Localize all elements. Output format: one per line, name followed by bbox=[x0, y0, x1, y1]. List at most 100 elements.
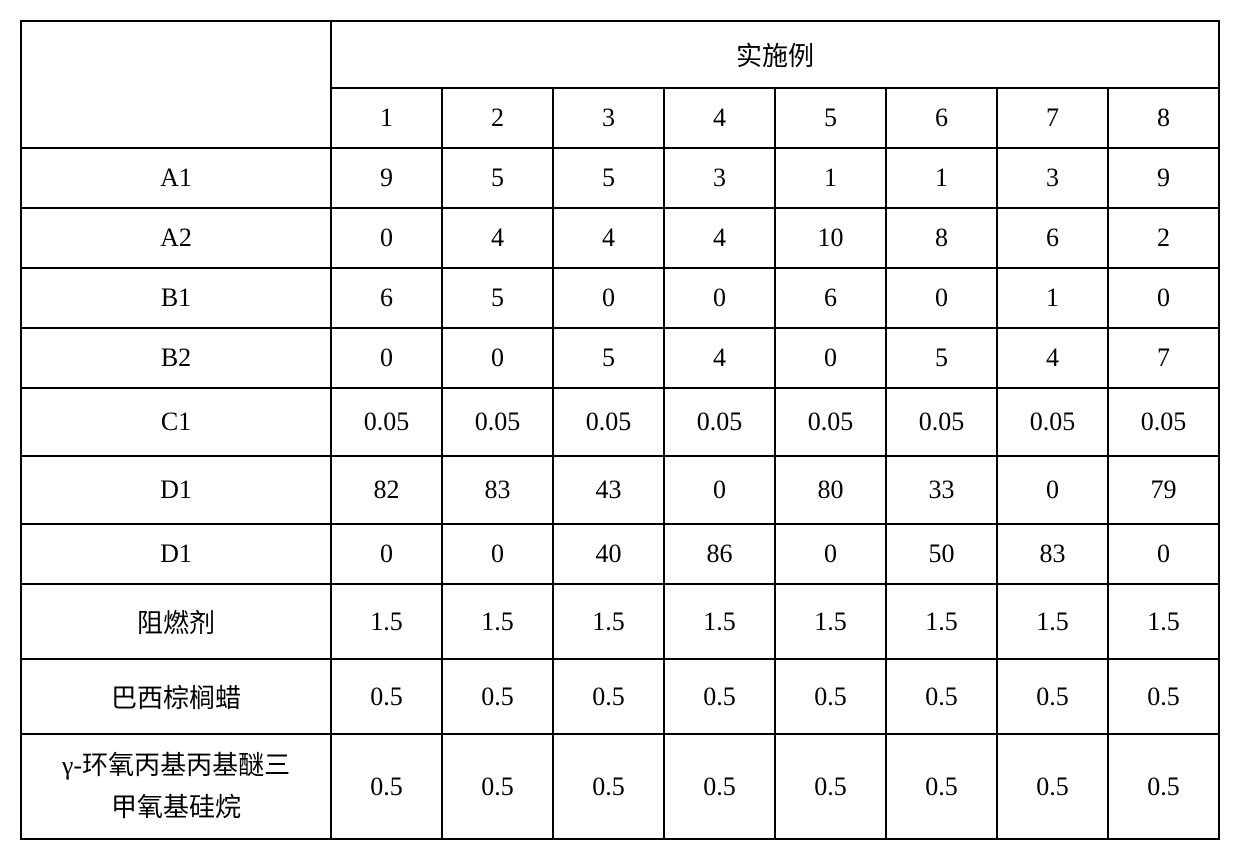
data-cell: 9 bbox=[331, 148, 442, 208]
row-label-cell: γ-环氧丙基丙基醚三甲氧基硅烷 bbox=[21, 734, 331, 839]
data-cell: 0.5 bbox=[553, 659, 664, 734]
data-cell: 0 bbox=[331, 328, 442, 388]
data-cell: 8 bbox=[886, 208, 997, 268]
col-num-3: 3 bbox=[553, 88, 664, 148]
data-cell: 6 bbox=[775, 268, 886, 328]
data-cell: 0.5 bbox=[553, 734, 664, 839]
col-num-7: 7 bbox=[997, 88, 1108, 148]
data-cell: 83 bbox=[442, 456, 553, 524]
data-cell: 1.5 bbox=[553, 584, 664, 659]
data-cell: 0.5 bbox=[997, 659, 1108, 734]
data-cell: 5 bbox=[553, 328, 664, 388]
data-cell: 3 bbox=[664, 148, 775, 208]
data-cell: 0 bbox=[775, 524, 886, 584]
data-cell: 86 bbox=[664, 524, 775, 584]
data-cell: 33 bbox=[886, 456, 997, 524]
row-label-cell: D1 bbox=[21, 456, 331, 524]
col-num-4: 4 bbox=[664, 88, 775, 148]
table-row: A195531139 bbox=[21, 148, 1219, 208]
table-row: 阻燃剂1.51.51.51.51.51.51.51.5 bbox=[21, 584, 1219, 659]
data-cell: 1.5 bbox=[442, 584, 553, 659]
table-row: A2044410862 bbox=[21, 208, 1219, 268]
data-cell: 6 bbox=[331, 268, 442, 328]
data-cell: 0 bbox=[331, 208, 442, 268]
data-cell: 0.05 bbox=[886, 388, 997, 456]
data-cell: 7 bbox=[1108, 328, 1219, 388]
data-cell: 0 bbox=[664, 456, 775, 524]
col-num-6: 6 bbox=[886, 88, 997, 148]
data-cell: 1.5 bbox=[886, 584, 997, 659]
data-cell: 0.05 bbox=[331, 388, 442, 456]
data-cell: 0.05 bbox=[553, 388, 664, 456]
col-num-2: 2 bbox=[442, 88, 553, 148]
data-cell: 10 bbox=[775, 208, 886, 268]
data-cell: 0.5 bbox=[442, 659, 553, 734]
data-cell: 0.5 bbox=[997, 734, 1108, 839]
data-cell: 0 bbox=[1108, 524, 1219, 584]
data-cell: 0.5 bbox=[442, 734, 553, 839]
data-cell: 43 bbox=[553, 456, 664, 524]
data-cell: 0 bbox=[997, 456, 1108, 524]
table-row: γ-环氧丙基丙基醚三甲氧基硅烷0.50.50.50.50.50.50.50.5 bbox=[21, 734, 1219, 839]
row-label-cell: B1 bbox=[21, 268, 331, 328]
data-cell: 0.5 bbox=[664, 734, 775, 839]
data-cell: 0.5 bbox=[664, 659, 775, 734]
data-cell: 0.5 bbox=[886, 659, 997, 734]
data-cell: 1.5 bbox=[1108, 584, 1219, 659]
data-cell: 0.5 bbox=[886, 734, 997, 839]
data-cell: 4 bbox=[664, 208, 775, 268]
data-cell: 4 bbox=[664, 328, 775, 388]
data-cell: 2 bbox=[1108, 208, 1219, 268]
data-cell: 1 bbox=[997, 268, 1108, 328]
data-cell: 0.05 bbox=[664, 388, 775, 456]
data-cell: 0.5 bbox=[775, 659, 886, 734]
table-row: D1004086050830 bbox=[21, 524, 1219, 584]
table-container: 实施例 1 2 3 4 5 6 7 8 A195531139A204441086… bbox=[20, 20, 1220, 840]
data-cell: 0.5 bbox=[775, 734, 886, 839]
data-cell: 50 bbox=[886, 524, 997, 584]
row-label-cell: A2 bbox=[21, 208, 331, 268]
data-cell: 0 bbox=[664, 268, 775, 328]
data-cell: 0 bbox=[775, 328, 886, 388]
data-cell: 5 bbox=[553, 148, 664, 208]
data-cell: 3 bbox=[997, 148, 1108, 208]
data-cell: 5 bbox=[442, 148, 553, 208]
data-cell: 1.5 bbox=[997, 584, 1108, 659]
data-cell: 4 bbox=[553, 208, 664, 268]
data-cell: 5 bbox=[886, 328, 997, 388]
data-cell: 4 bbox=[997, 328, 1108, 388]
data-cell: 0 bbox=[331, 524, 442, 584]
data-cell: 0.5 bbox=[1108, 734, 1219, 839]
header-blank-cell bbox=[21, 21, 331, 148]
table-head: 实施例 1 2 3 4 5 6 7 8 bbox=[21, 21, 1219, 148]
data-cell: 0 bbox=[442, 524, 553, 584]
table-row: B165006010 bbox=[21, 268, 1219, 328]
data-cell: 0.5 bbox=[331, 734, 442, 839]
table-row: B200540547 bbox=[21, 328, 1219, 388]
data-cell: 79 bbox=[1108, 456, 1219, 524]
data-table: 实施例 1 2 3 4 5 6 7 8 A195531139A204441086… bbox=[20, 20, 1220, 840]
data-cell: 0 bbox=[886, 268, 997, 328]
data-cell: 9 bbox=[1108, 148, 1219, 208]
data-cell: 0 bbox=[553, 268, 664, 328]
data-cell: 0.05 bbox=[1108, 388, 1219, 456]
col-num-8: 8 bbox=[1108, 88, 1219, 148]
table-row: 巴西棕榈蜡0.50.50.50.50.50.50.50.5 bbox=[21, 659, 1219, 734]
data-cell: 0 bbox=[1108, 268, 1219, 328]
data-cell: 0.5 bbox=[331, 659, 442, 734]
table-body: A195531139A2044410862B165006010B20054054… bbox=[21, 148, 1219, 839]
data-cell: 1.5 bbox=[775, 584, 886, 659]
data-cell: 40 bbox=[553, 524, 664, 584]
data-cell: 0 bbox=[442, 328, 553, 388]
data-cell: 0.5 bbox=[1108, 659, 1219, 734]
data-cell: 0.05 bbox=[442, 388, 553, 456]
header-title-cell: 实施例 bbox=[331, 21, 1219, 88]
data-cell: 1 bbox=[886, 148, 997, 208]
row-label-cell: D1 bbox=[21, 524, 331, 584]
row-label-cell: B2 bbox=[21, 328, 331, 388]
data-cell: 0.05 bbox=[775, 388, 886, 456]
header-row-1: 实施例 bbox=[21, 21, 1219, 88]
row-label-cell: 巴西棕榈蜡 bbox=[21, 659, 331, 734]
col-num-5: 5 bbox=[775, 88, 886, 148]
data-cell: 1 bbox=[775, 148, 886, 208]
